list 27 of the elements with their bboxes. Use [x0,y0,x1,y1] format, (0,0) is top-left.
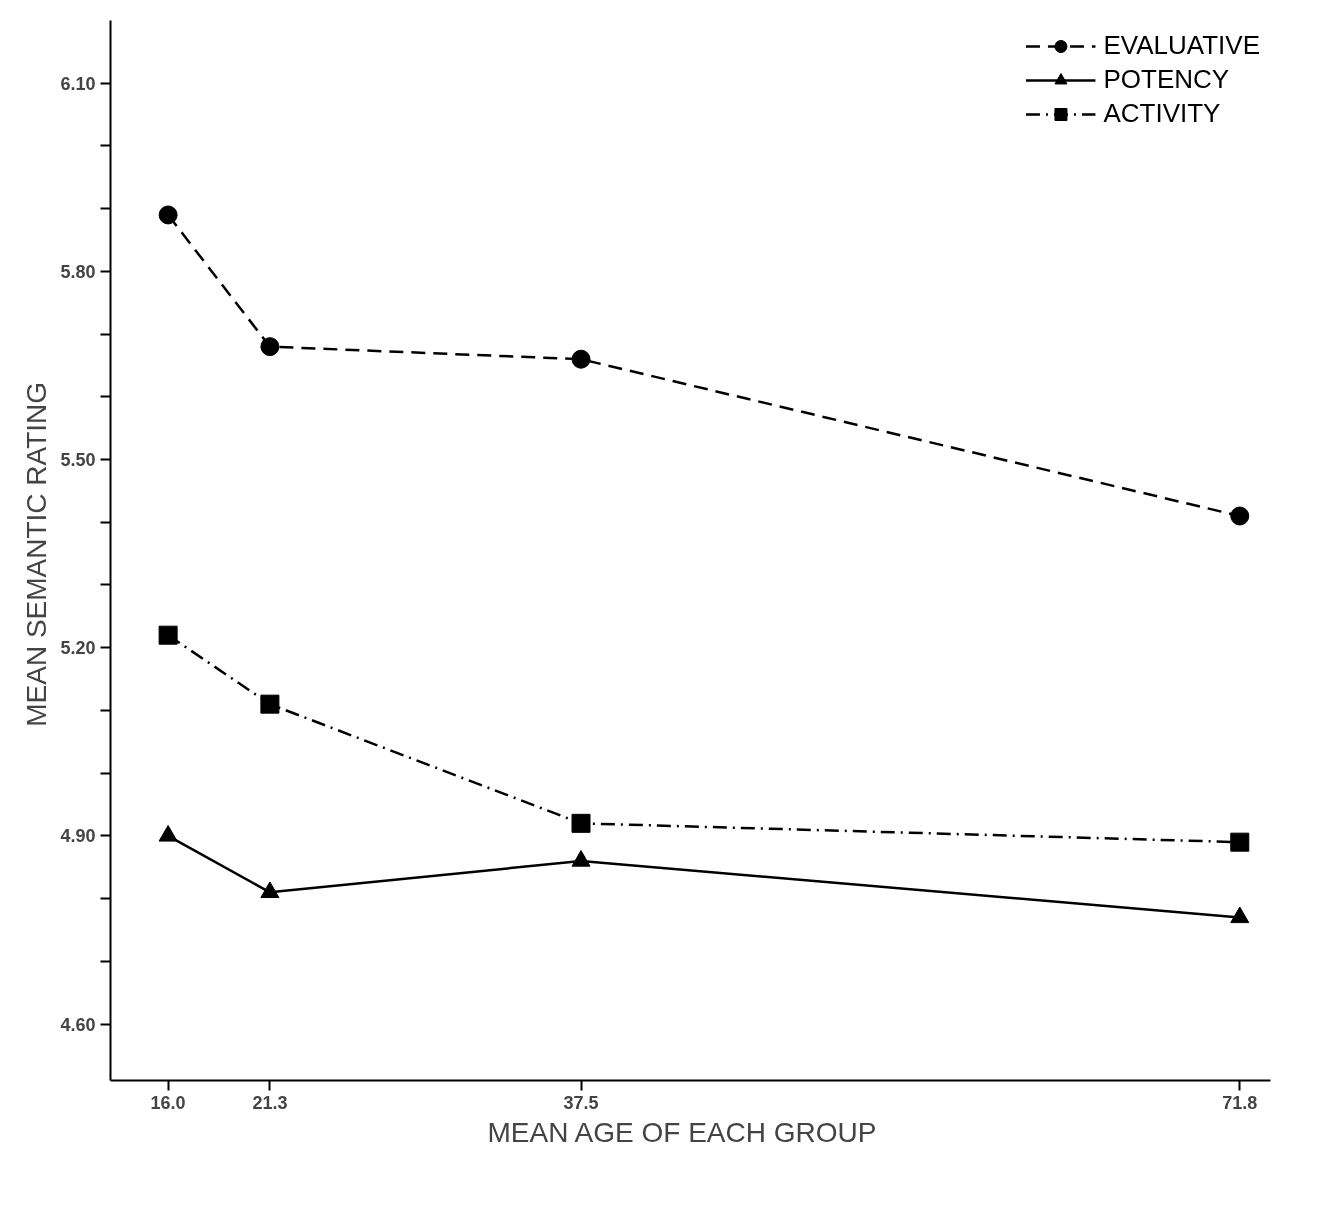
legend-label: EVALUATIVE [1103,30,1260,61]
x-axis-title: MEAN AGE OF EACH GROUP [487,1116,877,1148]
y-axis-title: MEAN SEMANTIC RATING [21,381,53,727]
y-tick-label: 5.80 [60,261,96,282]
point [260,337,280,357]
x-tick-label: 37.5 [563,1092,599,1113]
x-tick-label: 16.0 [150,1092,186,1113]
y-tick-label: 6.10 [60,73,96,94]
point [571,349,591,369]
point [158,824,178,842]
y-tick-label: 5.20 [60,638,96,659]
legend-label: POTENCY [1103,64,1230,95]
point [260,694,280,714]
point [260,881,280,899]
point [158,625,178,645]
x-tick-label: 21.3 [252,1092,288,1113]
point [1230,906,1250,924]
point [1230,506,1250,526]
point [571,850,591,867]
x-tick-label: 71.8 [1222,1092,1258,1113]
point [158,205,178,225]
y-tick-label: 4.60 [60,1014,96,1035]
point [571,813,591,833]
point [1230,832,1250,852]
y-tick-label: 5.50 [60,450,96,471]
legend-label: ACTIVITY [1103,98,1221,129]
y-tick-label: 4.90 [60,826,96,847]
